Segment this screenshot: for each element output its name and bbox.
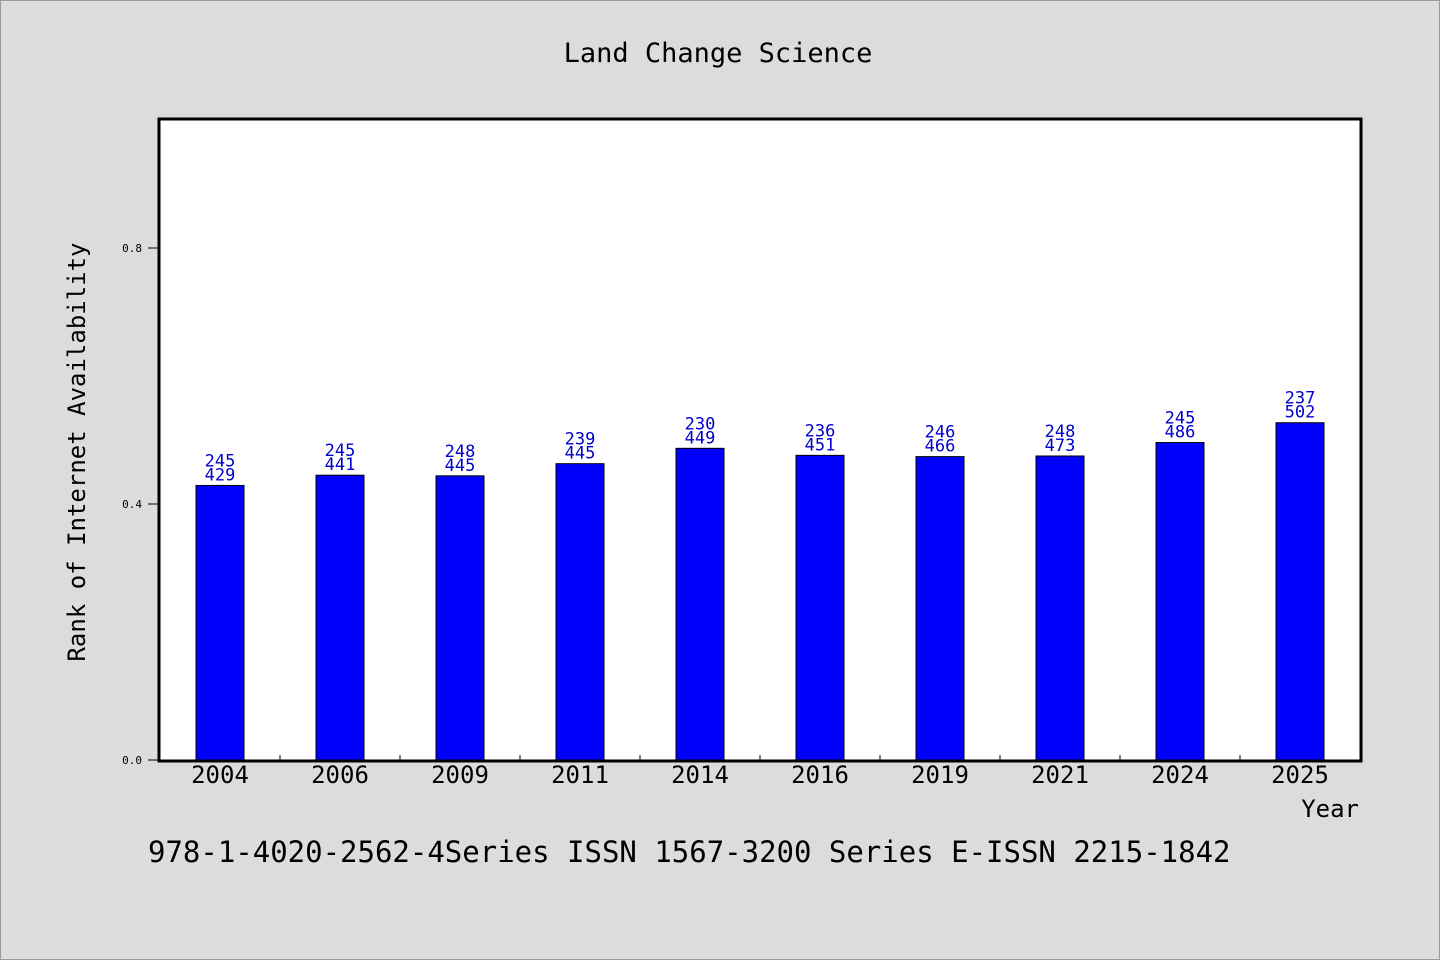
data-label-bottom: 445: [445, 456, 476, 476]
data-label-top: 236: [805, 421, 836, 441]
bar: [1155, 442, 1205, 761]
y-tick-label: 0.8: [122, 242, 142, 255]
y-tick-label: 0.4: [122, 498, 142, 511]
bar: [555, 463, 605, 761]
data-label-top: 245: [325, 441, 356, 461]
bar: [675, 447, 725, 761]
bar: [1275, 422, 1325, 761]
data-label-top: 239: [565, 430, 596, 450]
x-tick-label: 2025: [1271, 761, 1329, 789]
y-axis: 0.0 0.4 0.8: [122, 242, 160, 767]
x-tick-label: 2016: [791, 761, 849, 789]
data-label-bottom: 502: [1285, 403, 1316, 423]
x-tick-label: 2009: [431, 761, 489, 789]
data-label-bottom: 473: [1045, 436, 1076, 456]
data-label-top: 237: [1285, 389, 1316, 409]
bar: [1035, 455, 1085, 761]
data-label-bottom: 445: [565, 444, 596, 464]
data-label-top: 248: [445, 442, 476, 462]
data-label-bottom: 486: [1165, 423, 1196, 443]
bar-series: [195, 422, 1325, 761]
x-axis: 2004 2006 2009 2011 2014 2016 2019 2021 2024 2025: [191, 755, 1329, 789]
x-axis-label: Year: [1301, 795, 1359, 823]
x-tick-label: 2011: [551, 761, 609, 789]
bar: [315, 474, 365, 761]
x-tick-label: 2006: [311, 761, 369, 789]
data-label-bottom: 449: [685, 428, 716, 448]
data-label-bottom: 451: [805, 435, 836, 455]
data-label-top: 246: [925, 423, 956, 443]
data-label-bottom: 441: [325, 455, 356, 475]
x-tick-label: 2014: [671, 761, 729, 789]
bar: [915, 456, 965, 761]
x-tick-label: 2019: [911, 761, 969, 789]
data-label-top: 245: [1165, 409, 1196, 429]
footer-text: 978-1-4020-2562-4Series ISSN 1567-3200 S…: [148, 835, 1231, 869]
bar: [195, 484, 245, 761]
x-tick-label: 2021: [1031, 761, 1089, 789]
x-tick-label: 2004: [191, 761, 249, 789]
x-tick-label: 2024: [1151, 761, 1209, 789]
data-label-bottom: 429: [205, 465, 236, 485]
data-label-top: 245: [205, 451, 236, 471]
bar: [435, 475, 485, 761]
data-label-top: 248: [1045, 422, 1076, 442]
y-axis-label: Rank of Internet Availability: [63, 242, 91, 661]
chart-title: Land Change Science: [564, 38, 873, 69]
data-label-bottom: 466: [925, 437, 956, 457]
y-tick-label: 0.0: [122, 754, 142, 767]
data-label-top: 230: [685, 414, 716, 434]
bar: [795, 454, 845, 761]
